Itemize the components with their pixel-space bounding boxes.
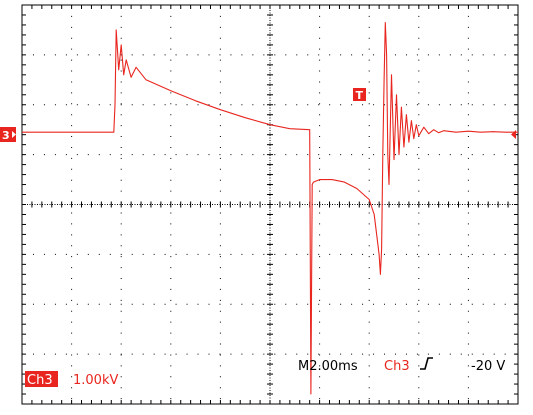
trigger-level-arrow-icon [511,130,516,139]
graticule [21,4,519,405]
trigger-source-readout: Ch3 [384,359,410,374]
arrow-right-icon [12,131,16,138]
timebase-readout: M2.00ms [298,359,358,374]
ch3-name-background [25,371,58,387]
ch3-level-marker[interactable]: 3 [0,127,16,142]
ch3-name-readout: Ch3 [27,373,53,388]
trigger-level-readout: -20 V [471,359,505,374]
rising-edge-icon [420,357,433,370]
trigger-marker-label: T [356,89,364,102]
ch3-marker-label: 3 [2,129,10,142]
ch3-scale-readout: 1.00kV [73,373,118,388]
trigger-marker[interactable]: T [353,88,366,102]
ch3-waveform-trace [22,21,518,395]
